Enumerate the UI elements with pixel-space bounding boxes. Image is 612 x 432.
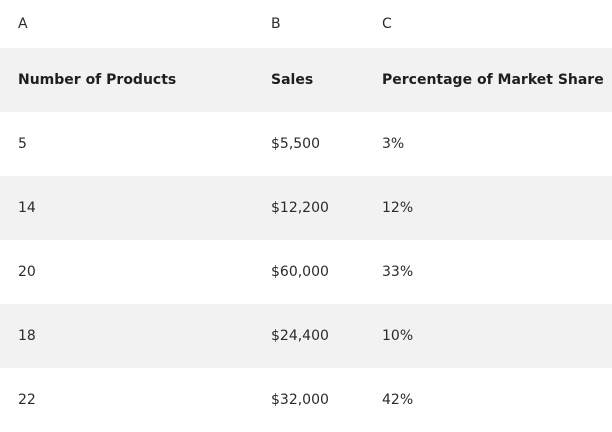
cell-market-share: 33% bbox=[382, 264, 414, 280]
column-letter-row: A B C bbox=[0, 0, 612, 48]
column-letter-b: B bbox=[271, 16, 281, 32]
cell-products: 18 bbox=[18, 328, 36, 344]
table-row: 22 $32,000 42% bbox=[0, 368, 612, 432]
cell-products: 14 bbox=[18, 200, 36, 216]
table-row: 18 $24,400 10% bbox=[0, 304, 612, 368]
header-row: Number of Products Sales Percentage of M… bbox=[0, 48, 612, 112]
table-row: 14 $12,200 12% bbox=[0, 176, 612, 240]
header-sales: Sales bbox=[271, 72, 314, 88]
cell-sales: $60,000 bbox=[271, 264, 329, 280]
cell-products: 20 bbox=[18, 264, 36, 280]
cell-sales: $32,000 bbox=[271, 392, 329, 408]
cell-products: 5 bbox=[18, 136, 27, 152]
cell-market-share: 10% bbox=[382, 328, 414, 344]
header-number-of-products: Number of Products bbox=[18, 72, 177, 88]
table-row: 20 $60,000 33% bbox=[0, 240, 612, 304]
cell-market-share: 42% bbox=[382, 392, 414, 408]
column-letter-a: A bbox=[18, 16, 28, 32]
cell-market-share: 12% bbox=[382, 200, 414, 216]
cell-products: 22 bbox=[18, 392, 36, 408]
cell-sales: $24,400 bbox=[271, 328, 329, 344]
column-letter-c: C bbox=[382, 16, 392, 32]
header-market-share: Percentage of Market Share bbox=[382, 72, 604, 88]
table-row: 5 $5,500 3% bbox=[0, 112, 612, 176]
cell-sales: $12,200 bbox=[271, 200, 329, 216]
cell-sales: $5,500 bbox=[271, 136, 320, 152]
cell-market-share: 3% bbox=[382, 136, 405, 152]
